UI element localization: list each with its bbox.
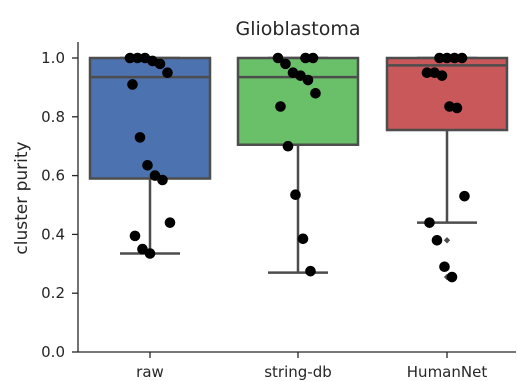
data-point-raw (132, 52, 143, 64)
data-point-string-db (302, 74, 314, 86)
data-point-humannet (459, 190, 470, 202)
y-tick-label: 1.0 (41, 49, 65, 67)
data-point-raw (127, 79, 138, 90)
data-point-raw (129, 230, 141, 242)
data-point-raw (134, 132, 146, 143)
data-point-string-db (272, 52, 284, 64)
data-point-humannet (456, 52, 468, 64)
y-axis-label: cluster purity (12, 141, 32, 254)
data-point-raw (157, 174, 168, 186)
data-point-string-db (280, 58, 291, 70)
data-point-string-db (307, 52, 319, 64)
data-point-humannet (439, 261, 450, 273)
data-point-string-db (275, 101, 286, 112)
data-point-string-db (282, 140, 294, 152)
y-tick-label: 0.6 (41, 167, 65, 185)
data-point-raw (164, 217, 176, 228)
box-humannet (385, 56, 509, 132)
data-point-humannet (434, 52, 445, 64)
y-tick-label: 0.8 (41, 108, 65, 126)
data-point-string-db (300, 52, 311, 64)
data-point-humannet (451, 102, 463, 114)
x-tick-label: HumanNet (407, 363, 488, 381)
data-point-string-db (305, 265, 316, 277)
data-point-humannet (421, 67, 433, 78)
axes: 0.0 0.2 0.4 0.6 0.8 1.0 raw string-db HumanNet (41, 42, 516, 381)
data-point-humannet (436, 70, 448, 81)
y-tick-label: 0.0 (41, 343, 65, 361)
data-point-humannet (441, 52, 453, 64)
outlier-marker-humannet (443, 237, 451, 244)
data-point-humannet (431, 234, 443, 246)
data-point-raw (124, 52, 136, 64)
data-point-humannet (449, 52, 460, 64)
plot-area (88, 52, 509, 283)
y-tick-label: 0.2 (41, 284, 65, 302)
data-point-raw (144, 248, 156, 259)
y-tick-label: 0.4 (41, 225, 65, 243)
data-point-humannet (424, 217, 435, 228)
x-tick-label: string-db (264, 363, 332, 381)
data-point-string-db (290, 189, 301, 201)
x-tick-label: raw (136, 363, 164, 381)
data-point-humannet (446, 271, 458, 283)
data-point-raw (162, 67, 173, 78)
data-point-string-db (297, 233, 309, 245)
data-point-raw (154, 58, 166, 70)
data-point-string-db (310, 87, 321, 99)
data-point-raw (142, 160, 153, 171)
chart-title: Glioblastoma (235, 18, 360, 40)
